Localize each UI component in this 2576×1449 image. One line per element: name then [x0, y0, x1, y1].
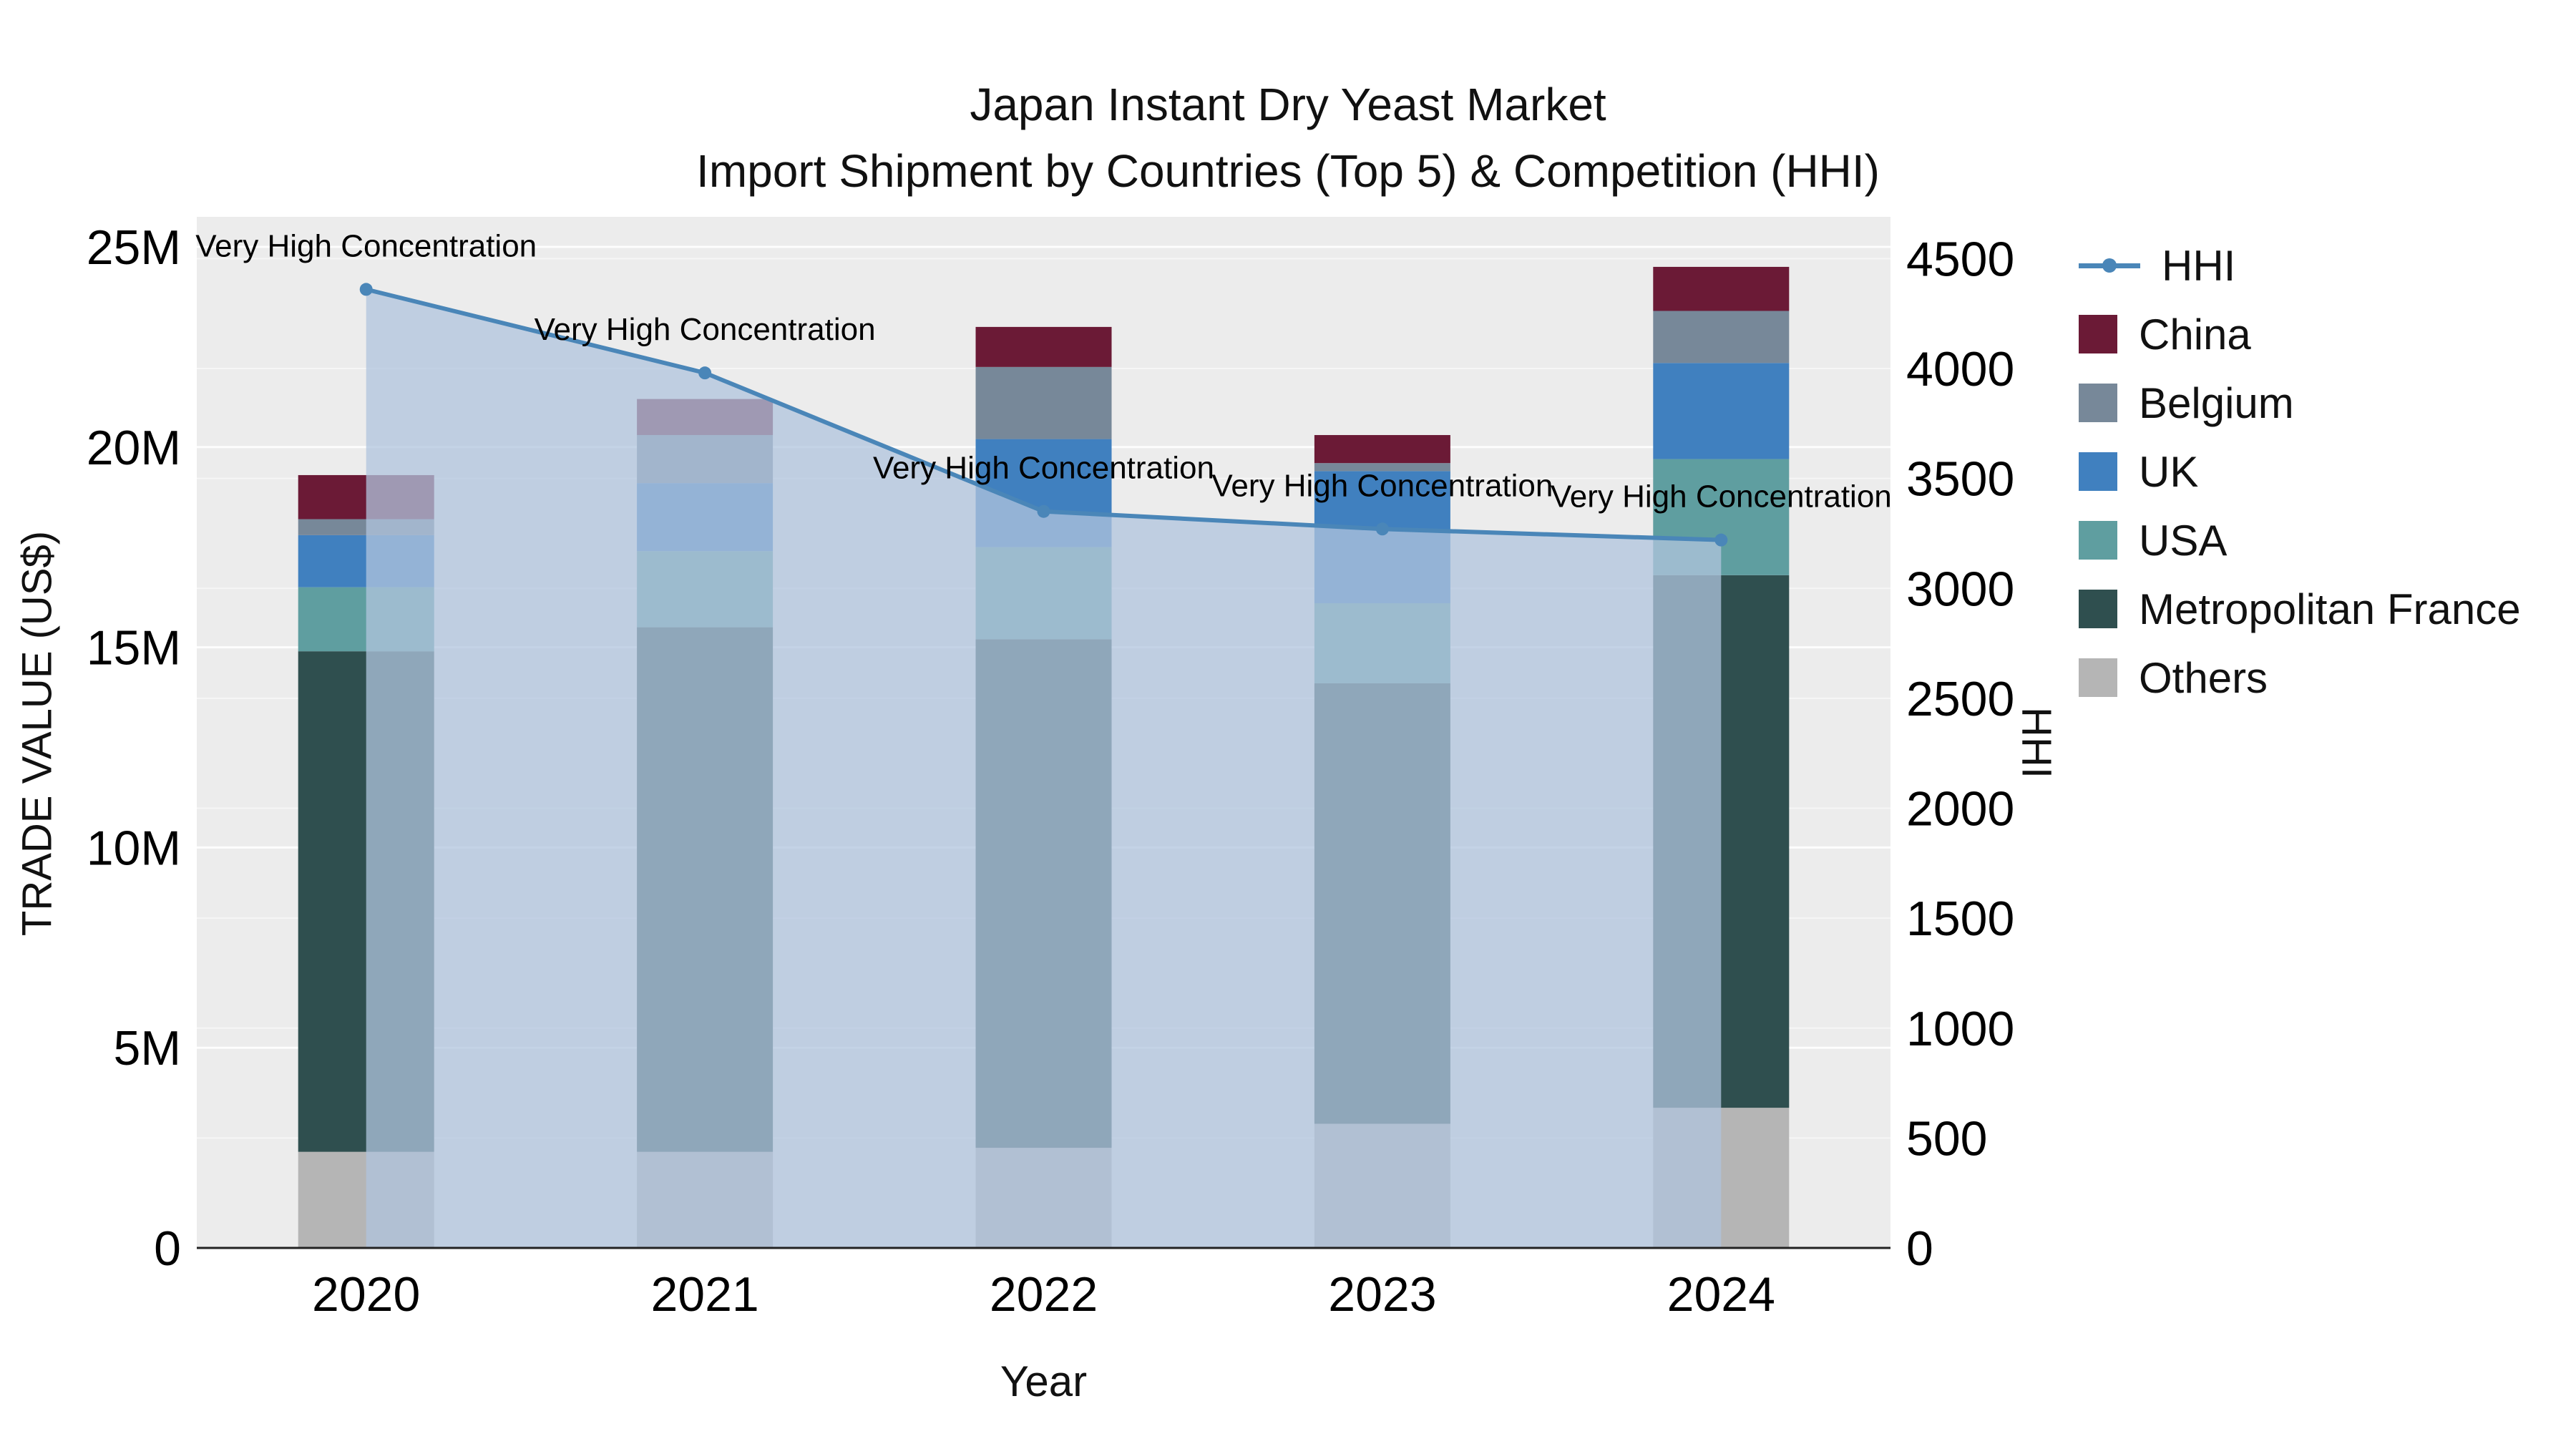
hhi-marker-icon — [2102, 258, 2117, 273]
annotation-2023: Very High Concentration — [1211, 468, 1553, 503]
legend-item-metropolitan-france: Metropolitan France — [2079, 575, 2521, 643]
legend-label-metropolitan-france: Metropolitan France — [2139, 585, 2521, 633]
hhi-area-fill — [366, 289, 1722, 1248]
bar-segment-china-2024 — [1653, 266, 1790, 311]
china-swatch-icon — [2079, 315, 2117, 353]
legend-label-belgium: Belgium — [2139, 379, 2294, 427]
left-tick-label: 0 — [154, 1221, 181, 1276]
right-tick-label: 1000 — [1906, 1002, 2014, 1056]
left-tick-label: 10M — [87, 821, 181, 875]
bar-segment-china-2023 — [1314, 434, 1450, 464]
chart-title-line2: Import Shipment by Countries (Top 5) & C… — [696, 145, 1880, 197]
annotation-2024: Very High Concentration — [1551, 479, 1892, 514]
chart-title-line1: Japan Instant Dry Yeast Market — [970, 79, 1606, 130]
left-tick-label: 15M — [87, 621, 181, 675]
x-tick-label-2024: 2024 — [1667, 1267, 1775, 1322]
right-tick-label: 4500 — [1906, 232, 2014, 286]
x-axis-title: Year — [1000, 1357, 1088, 1405]
hhi-marker-2024 — [1714, 533, 1728, 547]
right-tick-label: 3000 — [1906, 562, 2014, 616]
right-tick-label: 3500 — [1906, 452, 2014, 507]
bar-segment-belgium-2022 — [975, 366, 1112, 439]
y-axis-title-right: HHI — [2013, 707, 2060, 779]
hhi-marker-2021 — [698, 366, 712, 380]
left-tick-label: 5M — [114, 1021, 181, 1075]
belgium-swatch-icon — [2079, 384, 2117, 422]
hhi-marker-2022 — [1037, 504, 1050, 518]
legend-item-usa: USA — [2079, 506, 2521, 575]
hhi-marker-2023 — [1375, 522, 1389, 536]
right-tick-label: 1500 — [1906, 892, 2014, 946]
hhi-marker-2020 — [359, 283, 373, 296]
others-swatch-icon — [2079, 658, 2117, 697]
left-tick-label: 20M — [87, 421, 181, 475]
legend-label-usa: USA — [2139, 516, 2228, 565]
right-tick-label: 2000 — [1906, 782, 2014, 836]
right-tick-label: 0 — [1906, 1221, 1933, 1276]
y-axis-title-left: TRADE VALUE (US$) — [14, 530, 61, 937]
x-tick-label-2022: 2022 — [990, 1267, 1098, 1322]
bar-segment-uk-2024 — [1653, 363, 1790, 459]
right-tick-label: 500 — [1906, 1111, 1987, 1166]
bar-segment-belgium-2024 — [1653, 311, 1790, 364]
right-tick-label: 4000 — [1906, 342, 2014, 396]
legend-item-china: China — [2079, 300, 2521, 369]
legend-label-others: Others — [2139, 653, 2268, 702]
legend-item-others: Others — [2079, 643, 2521, 712]
legend-item-hhi: HHI — [2079, 231, 2521, 300]
x-tick-label-2021: 2021 — [650, 1267, 758, 1322]
annotation-2022: Very High Concentration — [873, 451, 1214, 486]
x-tick-label-2020: 2020 — [312, 1267, 420, 1322]
legend-label-hhi: HHI — [2162, 241, 2236, 290]
uk-swatch-icon — [2079, 452, 2117, 491]
right-tick-label: 2500 — [1906, 672, 2014, 726]
x-tick-label-2023: 2023 — [1328, 1267, 1436, 1322]
legend: HHI China Belgium UK USA Metropolitan Fr… — [2079, 231, 2521, 712]
bar-segment-china-2022 — [975, 326, 1112, 367]
usa-swatch-icon — [2079, 521, 2117, 560]
annotation-2021: Very High Concentration — [535, 312, 876, 347]
bar-segment-belgium-2023 — [1314, 463, 1450, 472]
legend-label-china: China — [2139, 310, 2251, 358]
legend-item-uk: UK — [2079, 437, 2521, 506]
legend-item-belgium: Belgium — [2079, 369, 2521, 437]
chart-title: Japan Instant Dry Yeast Market Import Sh… — [0, 72, 2576, 205]
hhi-line-swatch-icon — [2079, 258, 2140, 273]
metropolitan-france-swatch-icon — [2079, 590, 2117, 628]
annotation-2020: Very High Concentration — [195, 228, 537, 263]
legend-label-uk: UK — [2139, 447, 2199, 496]
left-tick-label: 25M — [87, 220, 181, 275]
